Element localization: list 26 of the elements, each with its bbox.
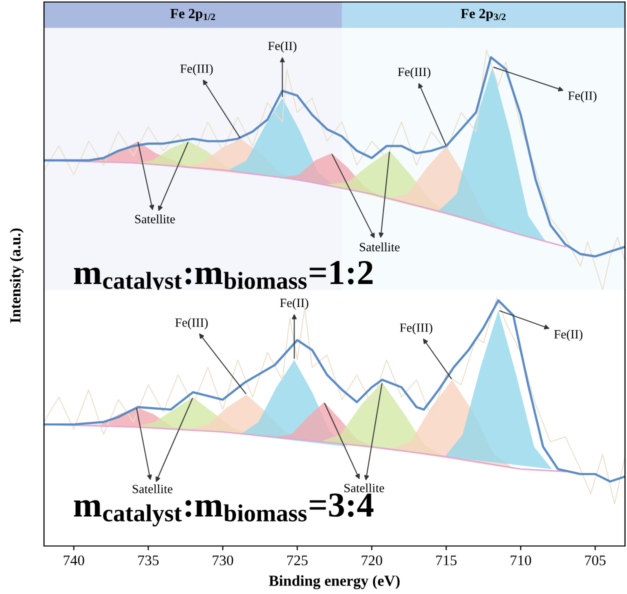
x-tick-label: 735 (138, 555, 159, 566)
annotation: Fe(III) (400, 323, 432, 334)
x-axis-title: Binding energy (eV) (268, 575, 400, 590)
x-tick-label: 705 (585, 555, 606, 566)
x-tick-label: 730 (212, 555, 234, 566)
annotation: Satellite (132, 484, 172, 494)
band-label: Fe 2p$_{3/2}$ (460, 8, 506, 22)
y-axis-title: Intensity (a.u.) (10, 228, 24, 323)
band-label: Fe 2p$_{1/2}$ (170, 8, 216, 22)
annotation: Satellite (344, 483, 384, 492)
x-tick-label: 725 (287, 555, 308, 566)
annotation: Satellite (360, 242, 400, 252)
annotation: Satellite (135, 214, 175, 224)
x-tick-label: 715 (436, 556, 457, 566)
annotation: Fe(II) (280, 298, 308, 310)
x-tick-label: 740 (64, 555, 84, 566)
annotation: m$_{catalyst}$:m$_{biomass}$=1:2 (74, 260, 373, 294)
annotation: Fe(III) (175, 318, 208, 330)
annotation: Fe(II) (554, 330, 582, 342)
annotation: Fe(II) (268, 41, 296, 53)
annotation: Fe(II) (568, 91, 596, 102)
x-tick-label: 720 (362, 555, 382, 566)
x-tick-label: 710 (510, 555, 532, 566)
annotation: Fe(III) (398, 67, 430, 79)
annotation: Fe(III) (180, 64, 213, 76)
annotation: m$_{catalyst}$:m$_{biomass}$=3:4 (74, 493, 374, 526)
